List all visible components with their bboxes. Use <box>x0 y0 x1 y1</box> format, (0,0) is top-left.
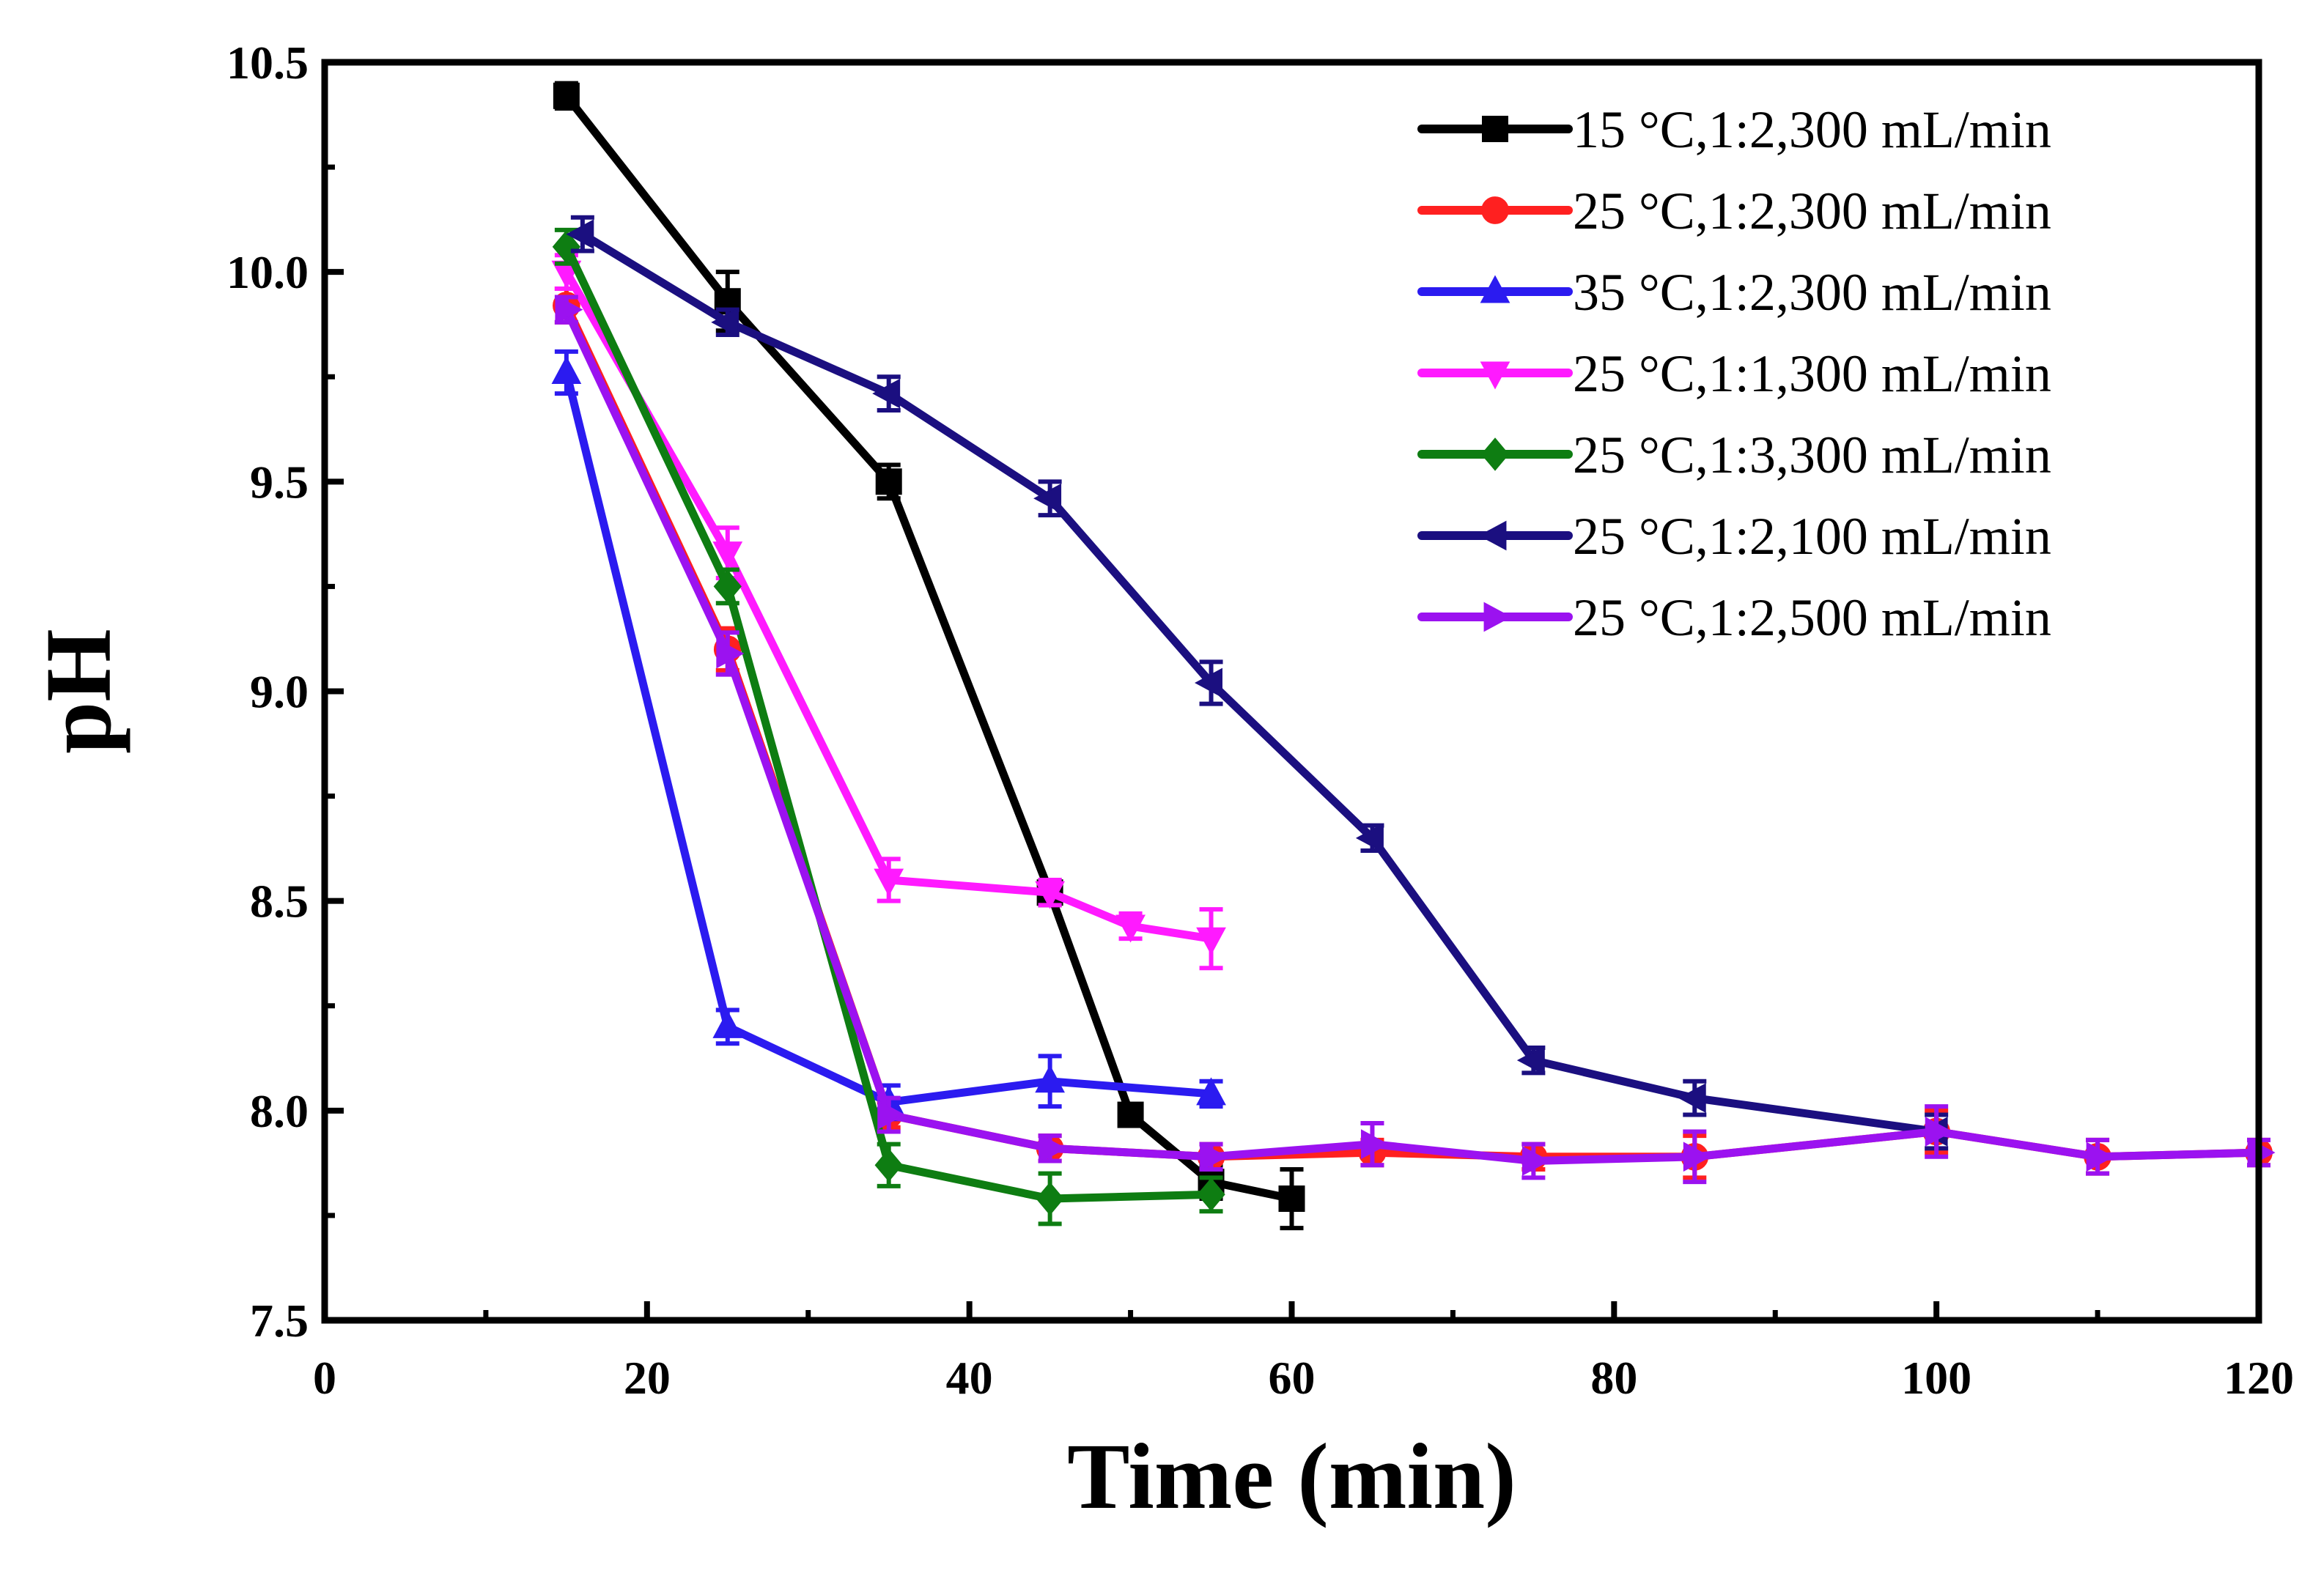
legend-label: 25 °C,1:2,100 mL/min <box>1573 507 2051 566</box>
data-point <box>1039 1133 1067 1163</box>
data-layer <box>551 81 2276 1231</box>
data-point <box>1036 1182 1064 1216</box>
x-tick-label: 120 <box>2224 1352 2294 1404</box>
y-tick-label: 10.5 <box>226 37 309 89</box>
legend: 15 °C,1:2,300 mL/min 25 °C,1:2,300 mL/min… <box>1417 100 2051 647</box>
data-point <box>1678 1083 1706 1114</box>
data-point <box>1482 116 1508 142</box>
data-point <box>1195 667 1222 698</box>
data-point <box>874 868 904 897</box>
data-point <box>874 1148 903 1183</box>
series-group <box>551 253 1226 971</box>
data-point <box>1480 361 1510 390</box>
data-point <box>1117 1101 1144 1128</box>
legend-item: 25 °C,1:2,500 mL/min <box>1417 588 2051 647</box>
x-tick-label: 60 <box>1269 1352 1316 1404</box>
data-point <box>1200 1142 1228 1172</box>
data-point <box>566 219 594 250</box>
x-tick-label: 40 <box>946 1352 993 1404</box>
data-point <box>712 1010 743 1038</box>
x-axis-title: Time (min) <box>1067 1424 1516 1528</box>
x-tick-label: 0 <box>313 1352 336 1404</box>
data-point <box>2086 1142 2114 1172</box>
data-point <box>1035 1065 1065 1093</box>
y-tick-label: 7.5 <box>250 1295 309 1347</box>
legend-item: 25 °C,1:3,300 mL/min <box>1417 426 2051 484</box>
data-point <box>551 356 582 384</box>
data-point <box>872 378 901 409</box>
y-axis-title: pH <box>26 629 130 754</box>
y-tick-label: 10.0 <box>226 246 309 298</box>
x-tick-label: 100 <box>1901 1352 1971 1404</box>
x-tick-label: 80 <box>1590 1352 1637 1404</box>
legend-label: 25 °C,1:2,300 mL/min <box>1573 182 2051 240</box>
data-point <box>1516 1045 1545 1076</box>
legend-item: 25 °C,1:2,300 mL/min <box>1417 182 2051 240</box>
data-point <box>1197 1177 1225 1212</box>
data-point <box>553 82 580 109</box>
data-point <box>1278 1185 1305 1213</box>
data-point <box>1478 520 1507 551</box>
data-point <box>1033 483 1062 514</box>
data-point <box>1480 437 1510 471</box>
data-point <box>713 569 742 604</box>
data-point <box>875 468 902 495</box>
y-tick-label: 8.0 <box>250 1085 309 1137</box>
legend-label: 25 °C,1:3,300 mL/min <box>1573 426 2051 484</box>
legend-item: 25 °C,1:1,300 mL/min <box>1417 344 2051 403</box>
data-point <box>1361 1129 1389 1159</box>
series-group <box>552 227 1225 1227</box>
data-point <box>1683 1142 1711 1172</box>
data-point <box>712 541 743 570</box>
data-point <box>1481 196 1509 224</box>
legend-item: 25 °C,1:2,100 mL/min <box>1417 507 2051 566</box>
y-tick-label: 8.5 <box>250 876 309 928</box>
data-point <box>877 1100 906 1130</box>
data-point <box>1035 881 1065 909</box>
data-point <box>1115 914 1146 943</box>
y-tick-label: 9.0 <box>250 666 309 718</box>
data-point <box>552 230 581 264</box>
axes-layer: 0 20 40 60 80 100 120 7.5 8.0 8.5 9.0 9.5 10.0 10.5 <box>226 37 2294 1404</box>
data-point <box>1196 1077 1226 1106</box>
data-point <box>1355 823 1384 854</box>
data-point <box>1521 1146 1550 1176</box>
x-tick-label: 20 <box>624 1352 671 1404</box>
legend-label: 35 °C,1:2,300 mL/min <box>1573 263 2051 322</box>
data-point <box>716 638 745 669</box>
data-point <box>1196 927 1226 955</box>
data-point <box>1480 275 1510 303</box>
legend-item: 35 °C,1:2,300 mL/min <box>1417 263 2051 322</box>
data-point <box>711 307 739 338</box>
data-point <box>1483 602 1512 632</box>
legend-label: 15 °C,1:2,300 mL/min <box>1573 100 2051 159</box>
y-tick-label: 9.5 <box>250 456 309 508</box>
legend-item: 15 °C,1:2,300 mL/min <box>1417 100 2051 159</box>
legend-label: 25 °C,1:1,300 mL/min <box>1573 344 2051 403</box>
legend-label: 25 °C,1:2,500 mL/min <box>1573 588 2051 647</box>
series-line <box>562 267 1215 943</box>
data-point <box>555 295 583 325</box>
data-point <box>1925 1117 1953 1147</box>
